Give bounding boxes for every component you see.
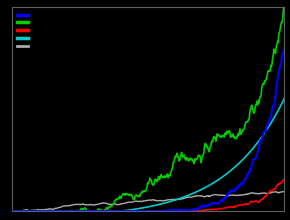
- Legend: , , , , : , , , ,: [15, 10, 31, 51]
